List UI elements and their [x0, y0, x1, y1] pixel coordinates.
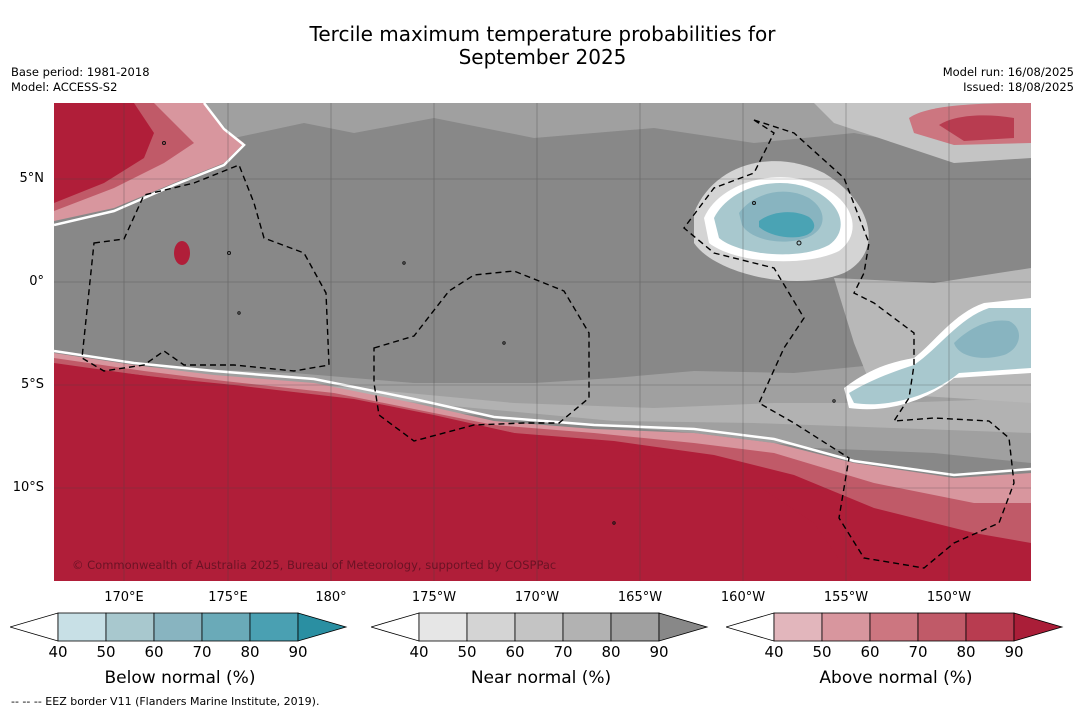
colorbar-tick-label: 90 — [1004, 643, 1024, 661]
colorbar-segment — [466, 612, 516, 642]
colorbar-tick-label: 50 — [812, 643, 832, 661]
map-grid — [54, 103, 1031, 581]
above-normal-ne-inner — [939, 115, 1014, 141]
lat-label-0: 0° — [29, 274, 44, 289]
colorbar-segment — [869, 612, 919, 642]
lat-label-10s: 10°S — [12, 480, 44, 495]
colorbar-segment — [821, 612, 871, 642]
lon-label-175w: 175°W — [411, 590, 457, 605]
map-copyright: © Commonwealth of Australia 2025, Bureau… — [72, 558, 557, 572]
colorbar-segment — [514, 612, 564, 642]
eez-footnote: -- -- -- EEZ border V11 (Flanders Marine… — [11, 695, 320, 708]
below-normal-blob-east-60 — [954, 320, 1020, 358]
colorbar-segment — [57, 612, 107, 642]
colorbar-tick-label: 80 — [240, 643, 260, 661]
colorbar-extend-high — [658, 612, 709, 642]
lat-label-5n: 5°N — [19, 171, 45, 186]
colorbar-tick-label: 80 — [956, 643, 976, 661]
colorbar-tick-label: 60 — [505, 643, 525, 661]
colorbar-tick-label: 50 — [457, 643, 477, 661]
colorbar-extend-high — [1013, 612, 1064, 642]
colorbar-tick-label: 70 — [553, 643, 573, 661]
colorbar-below-label: Below normal (%) — [104, 668, 256, 688]
colorbar-above-label: Above normal (%) — [819, 668, 973, 688]
lon-label-170w: 170°W — [514, 590, 560, 605]
islands — [162, 141, 836, 525]
lon-label-180: 180° — [315, 590, 347, 605]
colorbar-extend-low — [371, 612, 420, 642]
colorbar-tick-label: 90 — [649, 643, 669, 661]
colorbar-tick-label: 40 — [409, 643, 429, 661]
colorbar-extend-low — [726, 612, 775, 642]
colorbar-segment — [249, 612, 299, 642]
colorbar-segment — [562, 612, 612, 642]
colorbar-tick-label: 50 — [96, 643, 116, 661]
colorbar-segment — [201, 612, 251, 642]
colorbar-tick-label: 70 — [192, 643, 212, 661]
model-name: Model: ACCESS-S2 — [11, 80, 118, 94]
chart-title-line2: September 2025 — [458, 45, 627, 69]
eez-borders — [81, 119, 1015, 569]
colorbar-segment — [917, 612, 967, 642]
near-normal-light-band-north — [204, 103, 1031, 148]
lon-label-150w: 150°W — [926, 590, 972, 605]
issued-date: Issued: 18/08/2025 — [963, 80, 1074, 94]
colorbar-segment — [610, 612, 660, 642]
lat-label-5s: 5°S — [20, 377, 44, 392]
probability-map — [54, 103, 1031, 581]
colorbar-tick-label: 60 — [144, 643, 164, 661]
colorbar-segment — [773, 612, 823, 642]
meta-left: Base period: 1981-2018 Model: ACCESS-S2 — [11, 65, 150, 95]
colorbar-tick-label: 40 — [48, 643, 68, 661]
lon-label-175e: 175°E — [208, 590, 248, 605]
colorbar-near-normal — [371, 612, 709, 642]
colorbar-segment — [418, 612, 468, 642]
lon-label-165w: 165°W — [617, 590, 663, 605]
colorbar-segment — [153, 612, 203, 642]
chart-title-line1: Tercile maximum temperature probabilitie… — [309, 22, 776, 46]
colorbar-tick-label: 90 — [288, 643, 308, 661]
colorbar-above-normal — [726, 612, 1064, 642]
below-normal-blob-north-80 — [759, 212, 815, 238]
colorbar-extend-high — [297, 612, 348, 642]
lon-label-160w: 160°W — [720, 590, 766, 605]
colorbar-segment — [965, 612, 1015, 642]
model-run: Model run: 16/08/2025 — [942, 65, 1074, 79]
above-normal-nw-90 — [54, 103, 154, 203]
meta-right: Model run: 16/08/2025 Issued: 18/08/2025 — [943, 65, 1074, 95]
lon-label-155w: 155°W — [823, 590, 869, 605]
contour-40-south — [54, 349, 1031, 477]
colorbar-near-label: Near normal (%) — [470, 668, 612, 688]
colorbar-below-normal — [10, 612, 348, 642]
lon-label-170e: 170°E — [104, 590, 144, 605]
colorbar-tick-label: 80 — [601, 643, 621, 661]
colorbar-tick-label: 60 — [860, 643, 880, 661]
above-normal-small-patch — [174, 241, 190, 265]
colorbar-extend-low — [10, 612, 59, 642]
above-normal-south-core — [54, 365, 854, 581]
colorbar-tick-label: 40 — [764, 643, 784, 661]
base-period: Base period: 1981-2018 — [11, 65, 150, 79]
contour-40-north-west — [54, 103, 246, 227]
colorbar-segment — [105, 612, 155, 642]
colorbar-tick-label: 70 — [908, 643, 928, 661]
